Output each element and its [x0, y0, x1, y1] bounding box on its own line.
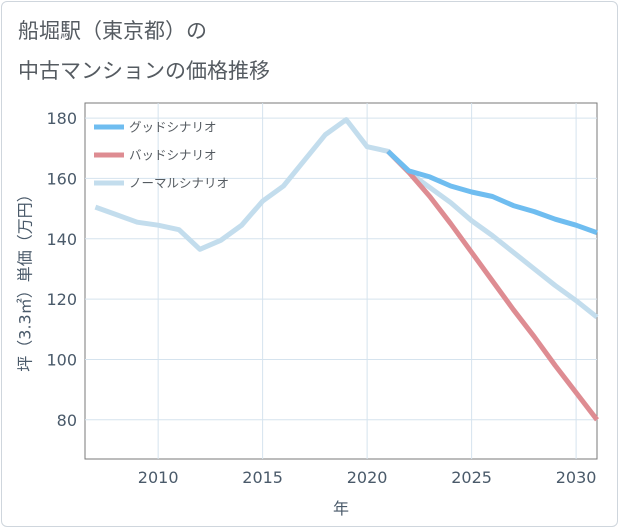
y-axis-label: 坪（3.3㎡）単価（万円）: [16, 186, 35, 371]
legend-label-0: グッドシナリオ: [129, 120, 217, 135]
x-tick-2020: 2020: [347, 468, 388, 487]
x-tick-2015: 2015: [242, 468, 283, 487]
y-tick-180: 180: [46, 109, 77, 128]
plot-area: [84, 102, 598, 460]
x-axis-label: 年: [333, 499, 349, 518]
series-line-1: [386, 149, 599, 422]
x-tick-2030: 2030: [556, 468, 597, 487]
series-line-0: [386, 149, 598, 236]
chart-title-line-2: 中古マンションの価格推移: [18, 59, 270, 83]
y-tick-80: 80: [57, 411, 77, 430]
y-tick-100: 100: [46, 350, 77, 369]
series-line-2: [94, 117, 599, 320]
x-tick-2010: 2010: [138, 468, 179, 487]
grid-lines: [85, 103, 597, 459]
series-lines: [94, 117, 599, 422]
x-tick-labels: 2010 2015 2020 2025 2030: [138, 468, 597, 487]
x-tick-2025: 2025: [451, 468, 492, 487]
chart-title-line-1: 船堀駅（東京都）の: [18, 19, 207, 43]
legend-label-2: ノーマルシナリオ: [129, 176, 229, 191]
y-tick-140: 140: [46, 230, 77, 249]
y-tick-160: 160: [46, 169, 77, 188]
y-tick-120: 120: [46, 290, 77, 309]
y-tick-labels: 80 100 120 140 160 180: [46, 109, 77, 430]
legend-label-1: バッドシナリオ: [129, 148, 217, 163]
